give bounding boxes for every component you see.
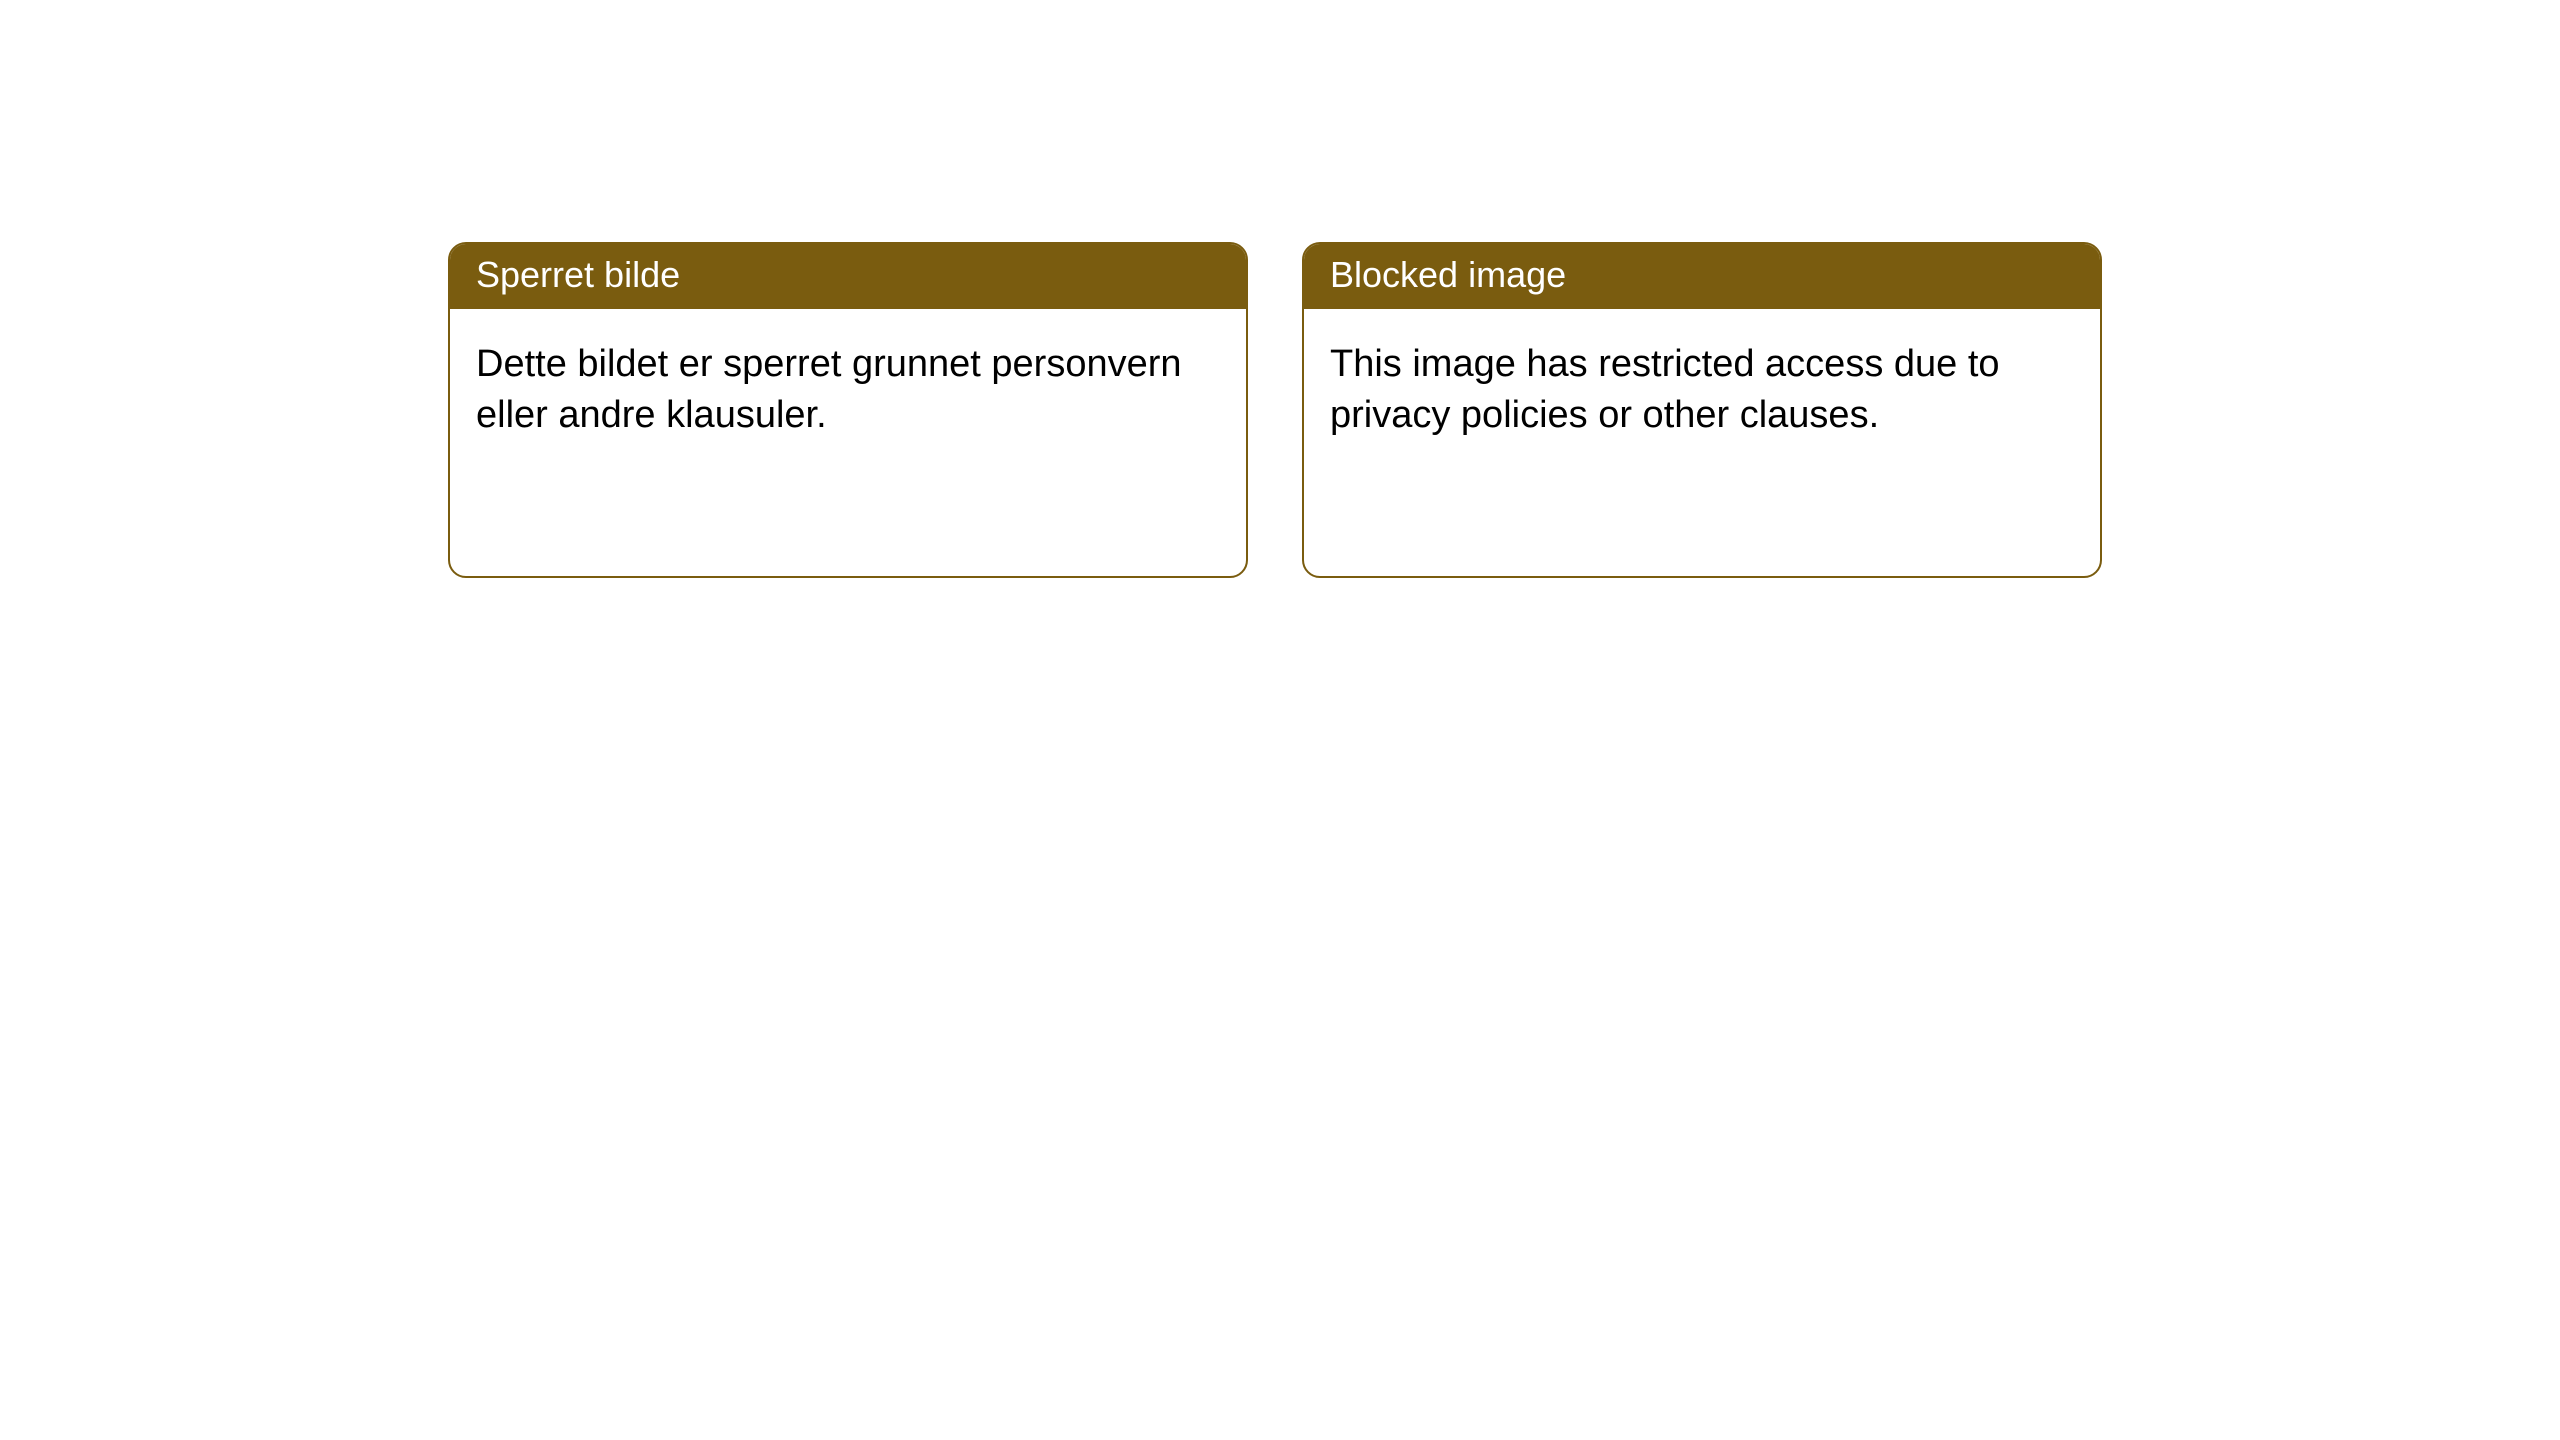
card-header-no: Sperret bilde — [450, 244, 1246, 309]
card-body-en: This image has restricted access due to … — [1304, 309, 2100, 468]
blocked-image-card-en: Blocked image This image has restricted … — [1302, 242, 2102, 578]
blocked-image-notice-container: Sperret bilde Dette bildet er sperret gr… — [0, 0, 2560, 578]
card-body-no: Dette bildet er sperret grunnet personve… — [450, 309, 1246, 468]
blocked-image-card-no: Sperret bilde Dette bildet er sperret gr… — [448, 242, 1248, 578]
card-header-en: Blocked image — [1304, 244, 2100, 309]
